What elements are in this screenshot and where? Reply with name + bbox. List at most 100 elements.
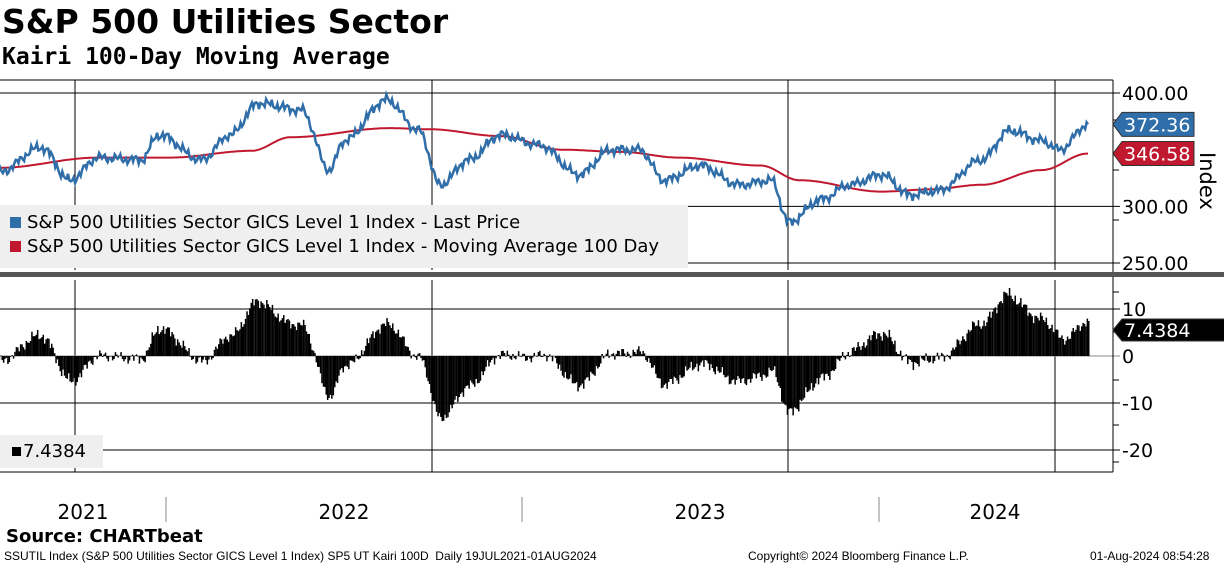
kairi-bar	[454, 356, 456, 400]
kairi-bar	[131, 354, 134, 356]
kairi-bar	[564, 356, 567, 372]
kairi-bar	[921, 356, 923, 359]
kairi-bar	[32, 336, 35, 356]
kairi-bar	[445, 356, 448, 419]
kairi-bar	[684, 356, 687, 367]
kairi-bar	[639, 351, 642, 356]
kairi-bar	[189, 356, 192, 357]
kairi-bar	[48, 338, 50, 356]
kairi-bar	[1015, 304, 1018, 356]
kairi-bar	[111, 356, 114, 361]
kairi-bar	[949, 356, 951, 360]
kairi-bar	[956, 339, 958, 356]
kairi-bar	[8, 356, 11, 363]
kairi-bar	[711, 356, 714, 369]
kairi-bar	[888, 329, 891, 356]
kairi-bar	[409, 350, 411, 356]
kairi-bar	[185, 349, 187, 356]
kairi-bar	[123, 356, 125, 362]
kairi-bar	[512, 353, 514, 356]
kairi-bar	[438, 356, 441, 414]
kairi-bar	[62, 356, 64, 370]
kairi-bar	[979, 326, 981, 356]
kairi-bar	[663, 356, 666, 385]
kairi-bar	[41, 337, 43, 356]
kairi-bar	[1035, 316, 1038, 356]
kairi-bar	[154, 334, 156, 356]
kairi-bar	[850, 355, 852, 356]
kairi-bar	[7, 356, 9, 364]
kairi-bar	[69, 356, 71, 382]
kairi-bar	[1042, 320, 1045, 356]
kairi-bar	[401, 336, 404, 356]
kairi-bar	[962, 336, 964, 356]
kairi-bar	[140, 356, 142, 358]
kairi-bar	[790, 356, 793, 409]
kairi-bar	[51, 343, 53, 356]
kairi-bar	[898, 354, 900, 356]
kairi-bar	[950, 350, 953, 356]
kairi-bar	[622, 349, 625, 356]
kairi-bar	[901, 356, 903, 361]
kairi-bar	[946, 354, 949, 356]
kairi-bar	[481, 356, 483, 372]
kairi-bar	[721, 356, 724, 368]
kairi-bar	[138, 356, 141, 364]
kairi-bar	[418, 353, 421, 356]
kairi-bar	[806, 356, 808, 393]
kairi-bar	[848, 356, 851, 357]
kairi-bar	[816, 356, 818, 379]
kairi-bar	[403, 336, 405, 356]
kairi-bar	[493, 356, 496, 365]
kairi-bar	[387, 322, 390, 356]
kairi-bar	[933, 356, 936, 362]
kairi-bar	[574, 356, 576, 384]
kairi-bar	[93, 356, 95, 358]
kairi-bar	[234, 327, 237, 356]
kairi-bar	[73, 356, 76, 379]
kairi-bar	[891, 341, 893, 356]
kairi-bar	[1085, 326, 1087, 356]
kairi-bar	[566, 356, 568, 379]
kairi-bar	[544, 355, 547, 356]
kairi-bar	[348, 356, 350, 370]
kairi-bar	[974, 326, 977, 356]
kairi-bar	[837, 356, 840, 360]
kairi-bar	[116, 354, 118, 356]
kairi-bar	[193, 356, 196, 357]
kairi-bar	[79, 356, 81, 374]
kairi-bar	[803, 356, 806, 398]
kairi-bar	[322, 356, 325, 387]
kairi-bar	[1039, 312, 1042, 356]
kairi-bar	[393, 330, 395, 356]
kairi-bar	[1081, 326, 1083, 356]
kairi-bar	[447, 356, 449, 418]
kairi-bar	[317, 356, 319, 367]
kairi-bar	[126, 356, 128, 357]
kairi-bar	[1065, 340, 1067, 356]
kairi-bar	[229, 334, 231, 356]
kairi-bar	[740, 356, 742, 383]
kairi-bar	[923, 356, 926, 361]
kairi-bar	[425, 356, 428, 378]
kairi-bar	[334, 356, 336, 388]
kairi-bar	[966, 333, 968, 356]
kairi-bar	[993, 308, 995, 356]
kairi-bar	[581, 356, 584, 384]
kairi-bar	[1079, 330, 1082, 356]
kairi-bar	[645, 356, 647, 361]
kairi-bar	[509, 356, 511, 359]
kairi-bar	[530, 356, 533, 363]
kairi-bar	[379, 333, 381, 356]
x-tick-label: 2024	[969, 500, 1021, 524]
kairi-bar	[396, 333, 398, 356]
kairi-bar	[464, 356, 466, 389]
kairi-bar	[278, 321, 281, 356]
kairi-bar	[179, 345, 182, 356]
kairi-bar	[1037, 317, 1039, 356]
kairi-bar	[680, 356, 683, 378]
kairi-bar	[1058, 337, 1060, 356]
kairi-bar	[775, 356, 777, 378]
kairi-bar	[400, 337, 402, 356]
kairi-bar	[597, 356, 599, 369]
